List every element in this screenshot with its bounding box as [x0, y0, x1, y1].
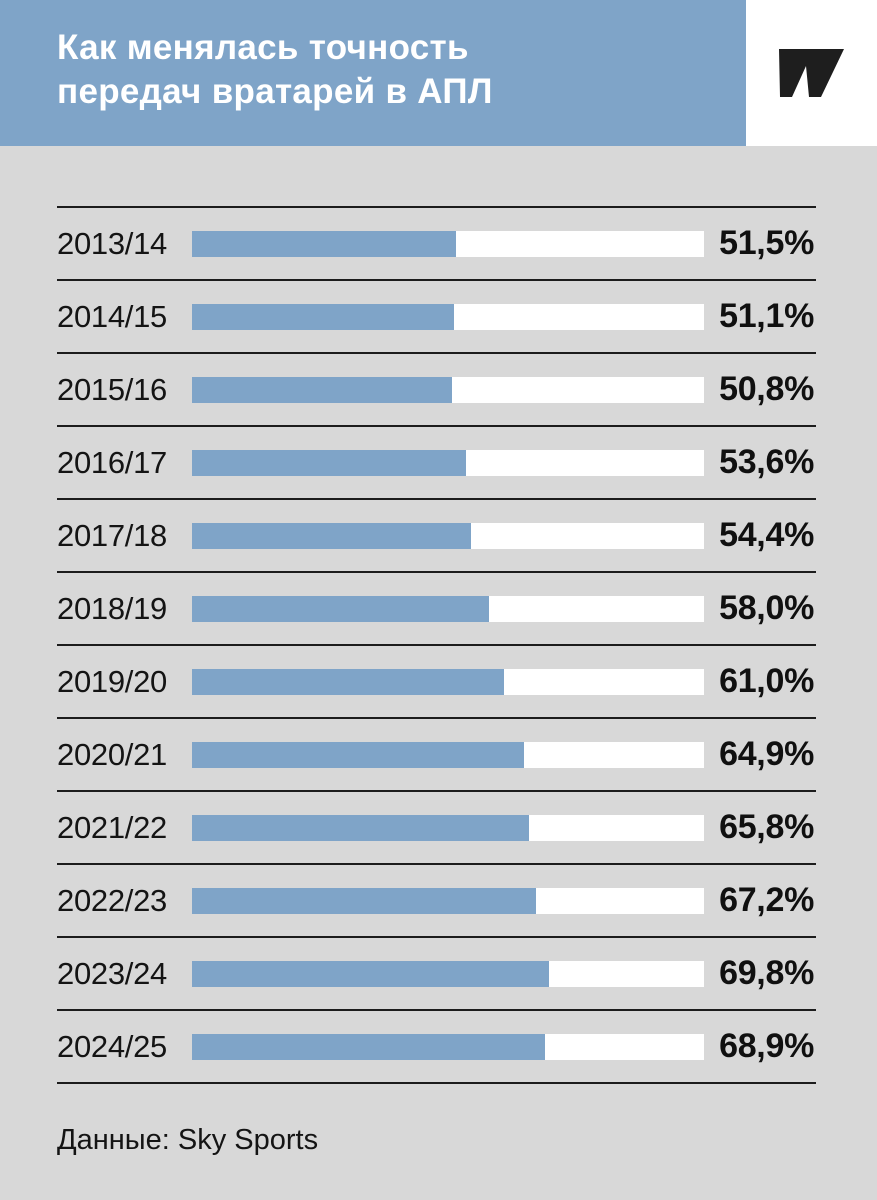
- page-title: Как менялась точность передач вратарей в…: [57, 26, 746, 114]
- chart-row: 2024/25 68,9%: [57, 1009, 816, 1082]
- value-label: 58,0%: [719, 589, 814, 627]
- bar-fill: [192, 376, 453, 403]
- header-title-area: Как менялась точность передач вратарей в…: [0, 0, 746, 146]
- season-label: 2017/18: [57, 517, 167, 553]
- bar-fill: [192, 230, 456, 257]
- season-label: 2016/17: [57, 444, 167, 480]
- logo-box: [746, 0, 877, 146]
- bar-fill: [192, 741, 525, 768]
- bar-fill: [192, 595, 489, 622]
- bar-fill: [192, 449, 467, 476]
- value-label: 65,8%: [719, 808, 814, 846]
- bar-track: [192, 814, 704, 841]
- season-label: 2021/22: [57, 809, 167, 845]
- header: Как менялась точность передач вратарей в…: [0, 0, 877, 146]
- season-label: 2023/24: [57, 955, 167, 991]
- bar-fill: [192, 522, 471, 549]
- bar-track: [192, 376, 704, 403]
- chart-row: 2017/18 54,4%: [57, 498, 816, 571]
- bar-track: [192, 1033, 704, 1060]
- value-label: 51,5%: [719, 224, 814, 262]
- value-label: 54,4%: [719, 516, 814, 554]
- chart-row: 2019/20 61,0%: [57, 644, 816, 717]
- bar-track: [192, 741, 704, 768]
- chart-row: 2020/21 64,9%: [57, 717, 816, 790]
- season-label: 2014/15: [57, 298, 167, 334]
- chart-row: 2014/15 51,1%: [57, 279, 816, 352]
- season-label: 2019/20: [57, 663, 167, 699]
- value-label: 67,2%: [719, 881, 814, 919]
- page-title-line-2: передач вратарей в АПЛ: [57, 72, 493, 111]
- value-label: 53,6%: [719, 443, 814, 481]
- chart-row: 2021/22 65,8%: [57, 790, 816, 863]
- chart-row: 2022/23 67,2%: [57, 863, 816, 936]
- value-label: 50,8%: [719, 370, 814, 408]
- season-label: 2022/23: [57, 882, 167, 918]
- chart-row: 2015/16 50,8%: [57, 352, 816, 425]
- season-label: 2018/19: [57, 590, 167, 626]
- bar-track: [192, 595, 704, 622]
- page-title-line-1: Как менялась точность: [57, 28, 469, 67]
- season-label: 2013/14: [57, 225, 167, 261]
- bar-fill: [192, 960, 550, 987]
- bar-track: [192, 303, 704, 330]
- bar-fill: [192, 814, 529, 841]
- value-label: 51,1%: [719, 297, 814, 335]
- season-label: 2015/16: [57, 371, 167, 407]
- bar-fill: [192, 303, 454, 330]
- bar-track: [192, 887, 704, 914]
- season-label: 2024/25: [57, 1028, 167, 1064]
- season-label: 2020/21: [57, 736, 167, 772]
- chart-row: 2023/24 69,8%: [57, 936, 816, 1009]
- bar-fill: [192, 668, 505, 695]
- chart-row: 2013/14 51,5%: [57, 206, 816, 279]
- value-label: 69,8%: [719, 954, 814, 992]
- chart-row: 2016/17 53,6%: [57, 425, 816, 498]
- bar-chart: 2013/14 51,5% 2014/15 51,1% 2015/16 50,8…: [57, 206, 816, 1084]
- value-label: 61,0%: [719, 662, 814, 700]
- value-label: 64,9%: [719, 735, 814, 773]
- bar-track: [192, 522, 704, 549]
- bar-track: [192, 230, 704, 257]
- source-note: Данные: Sky Sports: [57, 1124, 319, 1156]
- bar-fill: [192, 887, 537, 914]
- bar-track: [192, 960, 704, 987]
- bar-fill: [192, 1033, 545, 1060]
- sports-ru-logo-icon: [779, 49, 844, 97]
- bar-track: [192, 449, 704, 476]
- chart-row: 2018/19 58,0%: [57, 571, 816, 644]
- bar-track: [192, 668, 704, 695]
- value-label: 68,9%: [719, 1027, 814, 1065]
